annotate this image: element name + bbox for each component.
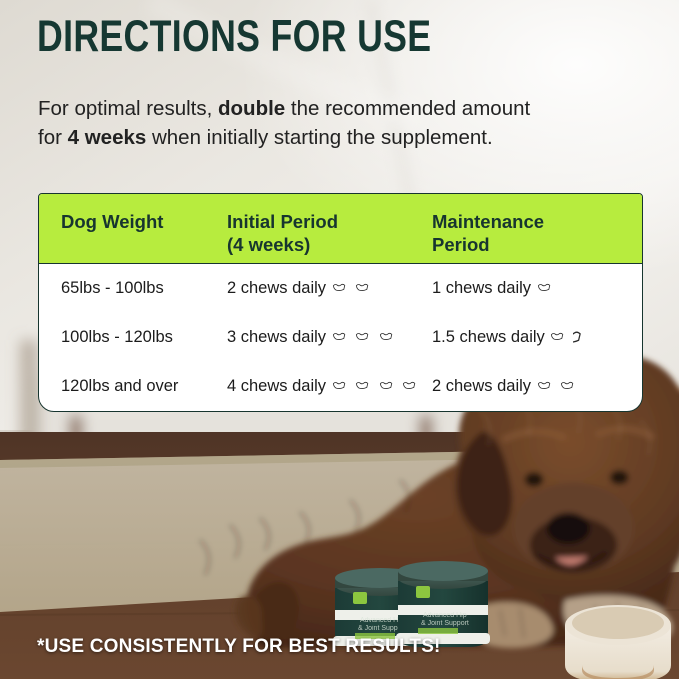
svg-text:Advanced Hip: Advanced Hip bbox=[360, 617, 404, 624]
svg-text:& Joint Support: & Joint Support bbox=[421, 620, 469, 627]
svg-text:Advanced Hip: Advanced Hip bbox=[423, 612, 467, 619]
